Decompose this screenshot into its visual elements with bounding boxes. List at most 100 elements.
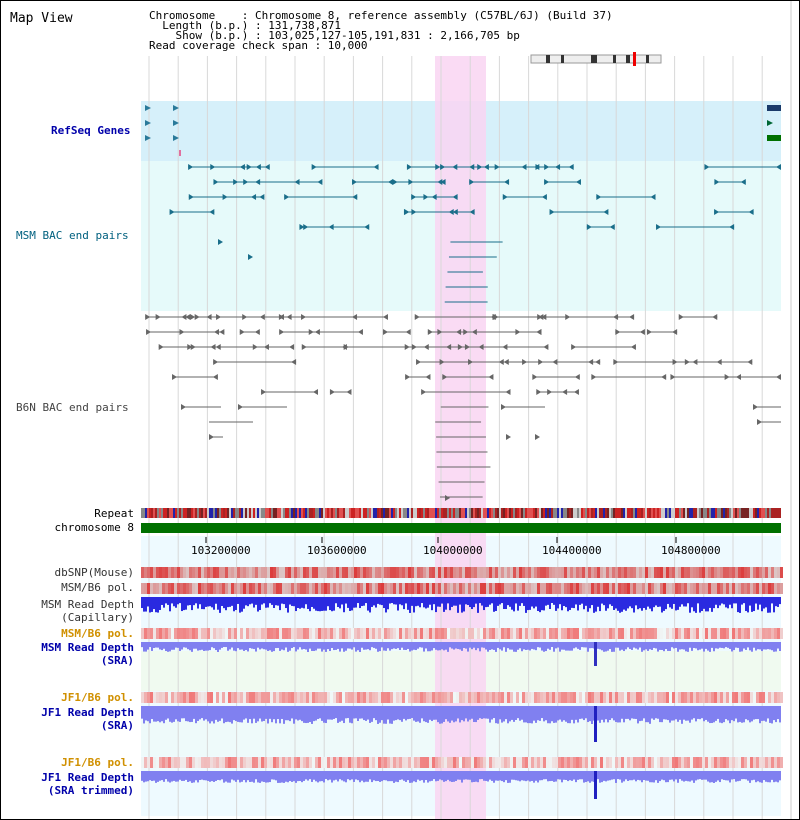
depth-bar [469, 597, 471, 608]
repeat-segment [627, 508, 629, 518]
depth-bar [283, 771, 285, 783]
pol-segment [147, 628, 150, 639]
pol-segment [183, 757, 186, 768]
depth-bar [709, 597, 711, 608]
pol-segment [342, 628, 345, 639]
pol-segment [711, 628, 714, 639]
pol-segment [261, 692, 264, 703]
depth-bar [727, 642, 729, 648]
repeat-segment [517, 508, 519, 518]
depth-bar [567, 771, 569, 782]
depth-bar [739, 706, 741, 722]
pol-segment [714, 567, 717, 578]
repeat-segment [495, 508, 497, 518]
refseq-track-label[interactable]: RefSeq Genes [51, 124, 131, 137]
depth-bar [203, 771, 205, 781]
repeat-segment [461, 508, 463, 518]
depth-bar [779, 706, 781, 723]
depth-bar [761, 771, 763, 783]
depth-bar [195, 706, 197, 724]
pol-segment [384, 692, 387, 703]
pol-segment [720, 567, 723, 578]
depth-bar [441, 771, 443, 781]
pol-segment [741, 628, 744, 639]
bac-end [452, 194, 458, 200]
depth-bar [757, 706, 759, 720]
pol-segment [588, 628, 591, 639]
pol-segment [573, 583, 576, 594]
depth-bar [303, 706, 305, 723]
pol-segment [327, 567, 330, 578]
depth-bar [569, 706, 571, 724]
depth-bar [709, 642, 711, 652]
pol-segment [648, 583, 651, 594]
b6n-bac-track-label[interactable]: B6N BAC end pairs [16, 401, 129, 414]
depth-bar [309, 642, 311, 649]
repeat-segment [327, 508, 329, 518]
depth-bar [437, 597, 439, 607]
pol-segment [519, 757, 522, 768]
depth-bar [381, 771, 383, 782]
depth-bar [343, 642, 345, 652]
repeat-segment [291, 508, 293, 518]
repeat-segment [575, 508, 577, 518]
repeat-segment [305, 508, 307, 518]
pol-segment [768, 583, 771, 594]
pol-segment [756, 583, 759, 594]
repeat-segment [253, 508, 255, 518]
depth-bar [707, 706, 709, 722]
msm-bac-track-label[interactable]: MSM BAC end pairs [16, 229, 129, 242]
pol-segment [645, 757, 648, 768]
depth-bar [605, 642, 607, 652]
depth-bar [743, 597, 745, 604]
pol-segment [321, 692, 324, 703]
depth-bar [629, 706, 631, 721]
pol-segment [240, 567, 243, 578]
depth-bar [531, 642, 533, 649]
pol-segment [597, 583, 600, 594]
repeat-segment [477, 508, 479, 518]
depth-bar [717, 706, 719, 719]
depth-bar [449, 706, 451, 723]
pol-segment [327, 757, 330, 768]
depth-bar [409, 771, 411, 783]
depth-bar [643, 771, 645, 781]
bac-end [259, 314, 265, 320]
depth-bar [395, 706, 397, 721]
pol-segment [708, 692, 711, 703]
depth-bar [271, 771, 273, 780]
pol-segment [348, 692, 351, 703]
pol-segment [204, 757, 207, 768]
pol-segment [201, 567, 204, 578]
depth-bar [561, 771, 563, 783]
pol-segment [603, 757, 606, 768]
pol-segment [489, 757, 492, 768]
repeat-segment [351, 508, 353, 518]
pol-segment [450, 583, 453, 594]
depth-bar [517, 597, 519, 611]
pol-segment [390, 567, 393, 578]
depth-bar [757, 642, 759, 650]
pol-segment [171, 692, 174, 703]
depth-bar [479, 771, 481, 780]
pol-segment [669, 628, 672, 639]
depth-bar [425, 597, 427, 609]
pol-segment [513, 583, 516, 594]
depth-bar [511, 706, 513, 720]
pol-segment [489, 692, 492, 703]
pol-segment [264, 567, 267, 578]
axis-tick-label: 103600000 [307, 544, 367, 557]
depth-bar [455, 706, 457, 722]
repeat-segment [511, 508, 513, 518]
depth-bar [321, 706, 323, 721]
pol-segment [606, 692, 609, 703]
depth-bar [547, 597, 549, 605]
depth-bar [391, 771, 393, 782]
repeat-segment [659, 508, 661, 518]
depth-bar [387, 706, 389, 720]
depth-spike [594, 771, 597, 799]
pol-segment [672, 583, 675, 594]
depth-bar [179, 706, 181, 722]
depth-bar [759, 771, 761, 783]
depth-bar [425, 706, 427, 723]
